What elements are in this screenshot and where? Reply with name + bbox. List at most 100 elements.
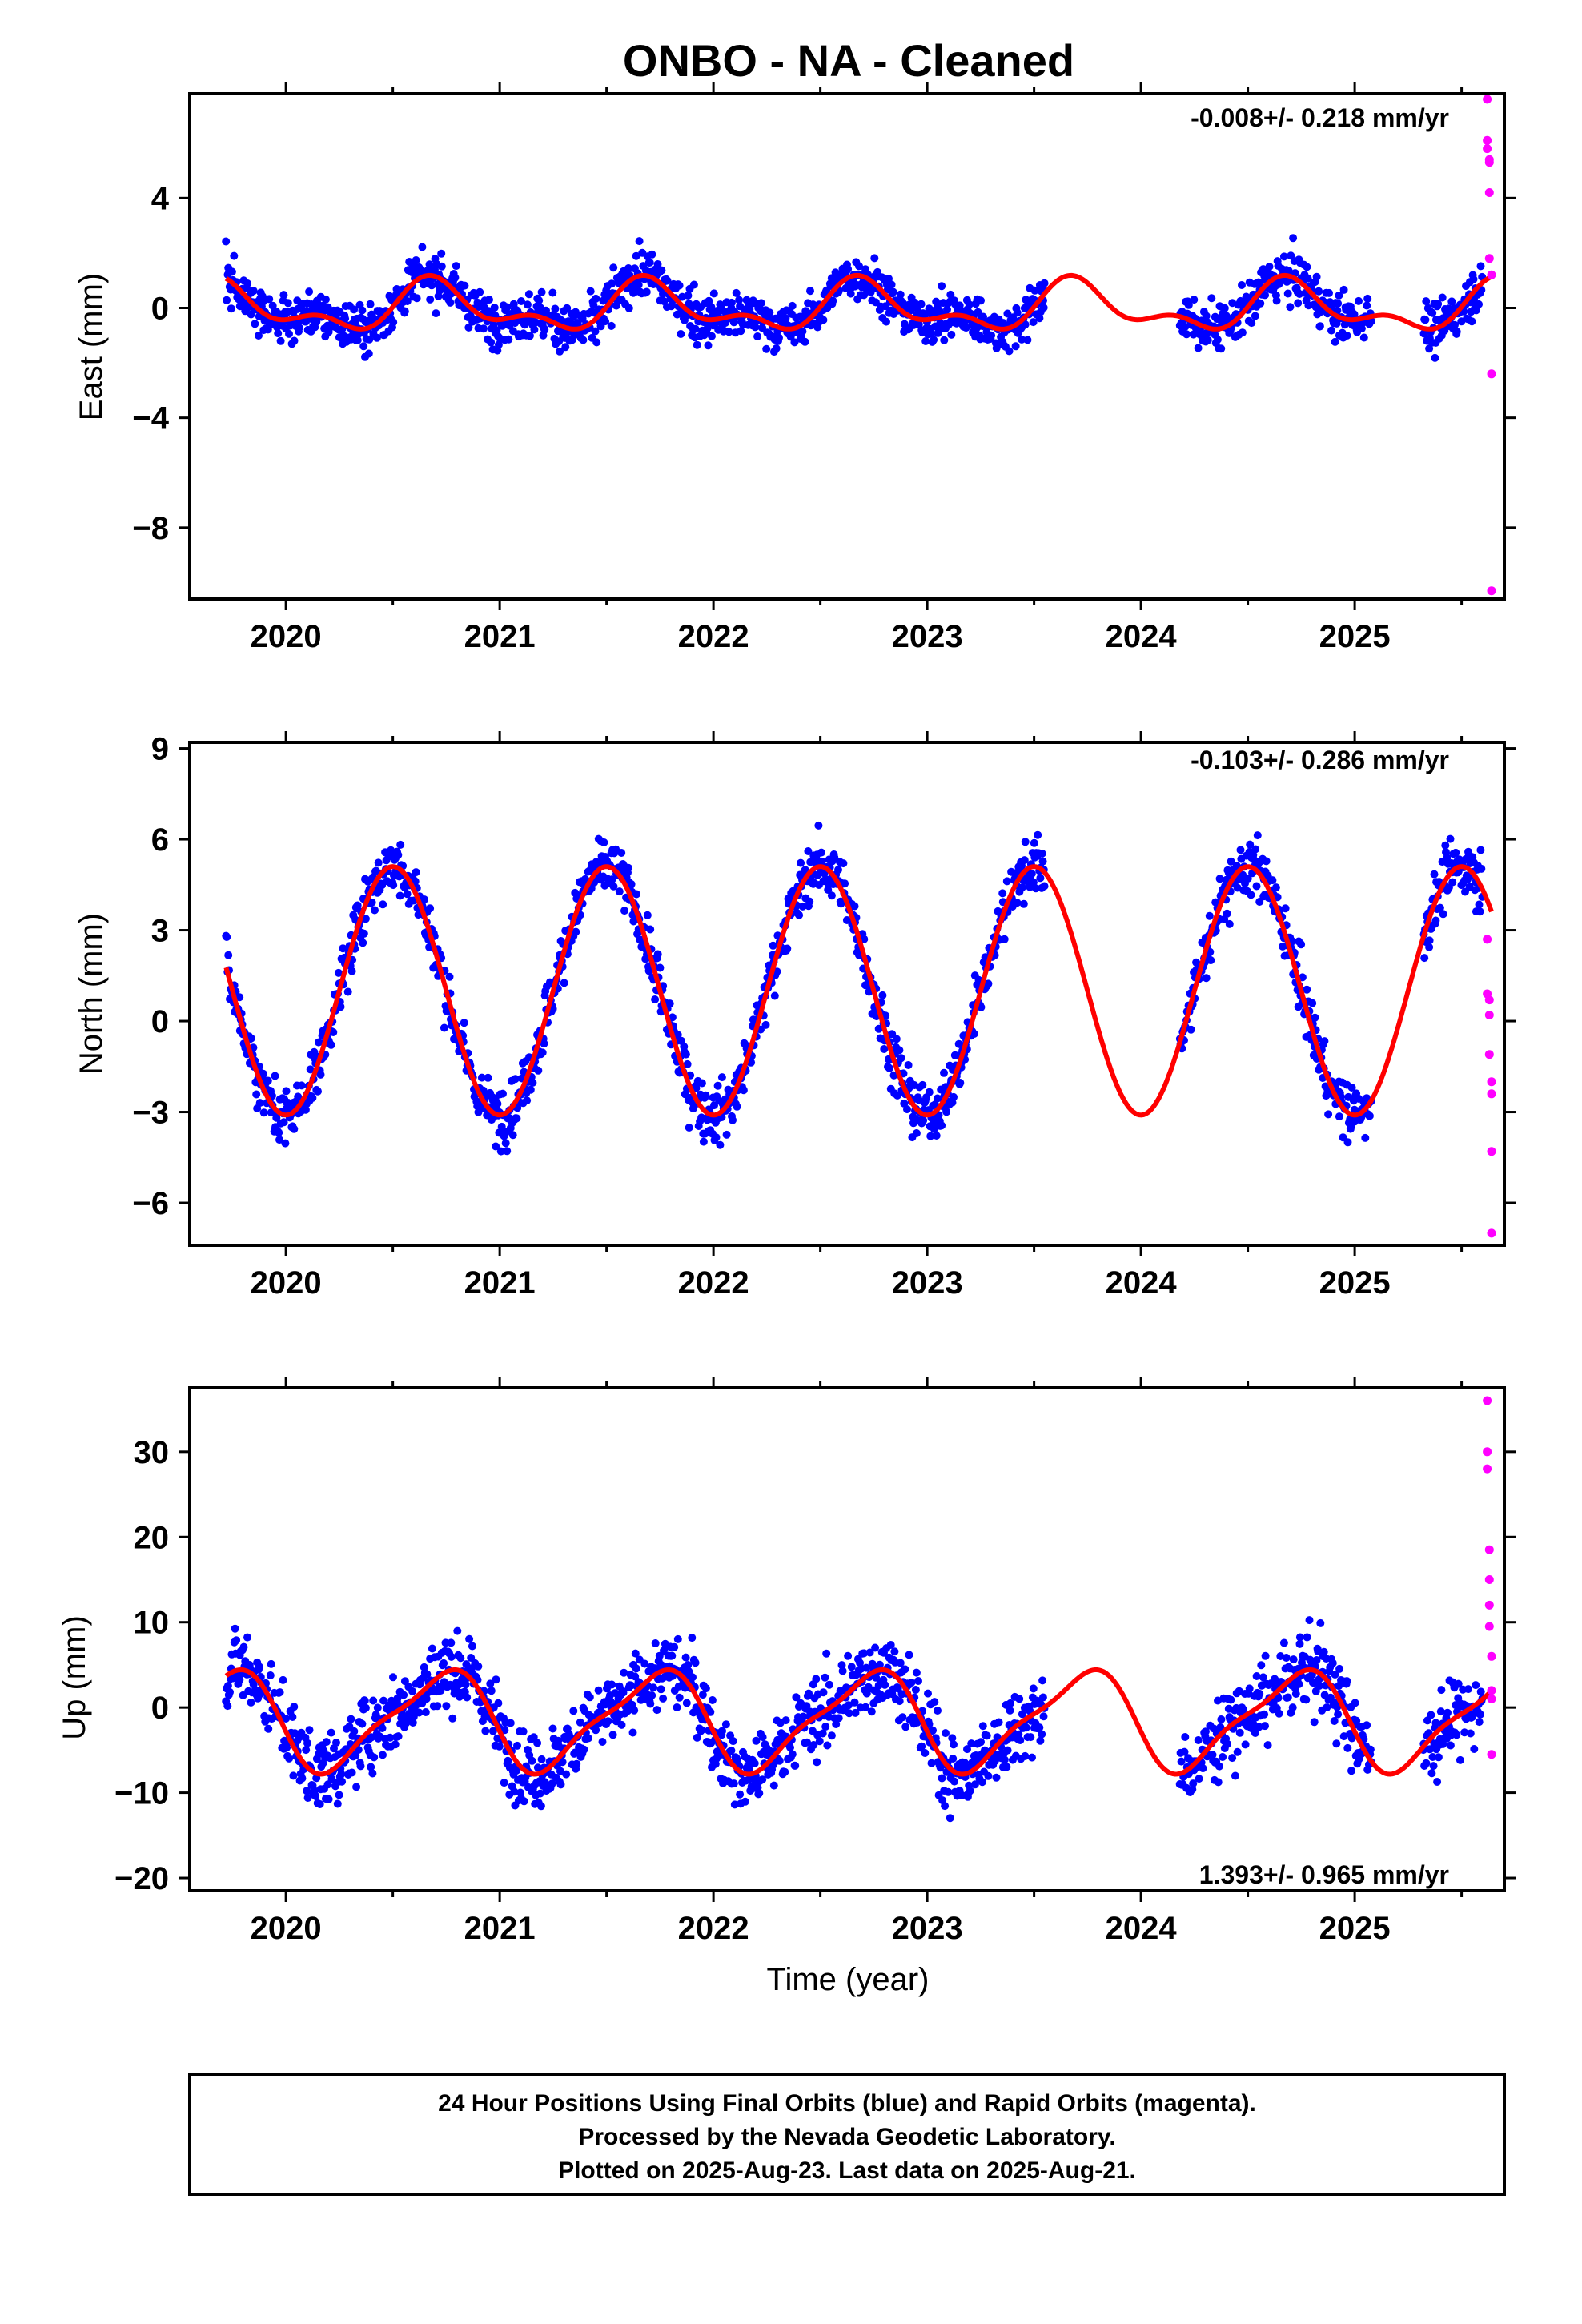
east-final-point — [1438, 293, 1447, 302]
up-final-point — [556, 1767, 564, 1775]
east-final-point — [366, 300, 375, 308]
north-final-point — [1186, 1025, 1195, 1034]
up-final-point — [548, 1724, 557, 1733]
up-final-point — [970, 1780, 979, 1789]
east-final-point — [1343, 332, 1351, 340]
east-xtick-label: 2020 — [251, 619, 322, 654]
up-final-point — [851, 1708, 860, 1717]
up-rapid-point — [1483, 1396, 1492, 1405]
up-final-point — [290, 1703, 299, 1711]
footer-line-3: Plotted on 2025-Aug-23. Last data on 202… — [558, 2157, 1136, 2184]
up-final-point — [982, 1731, 991, 1740]
east-final-point — [844, 265, 853, 273]
up-final-point — [905, 1651, 913, 1659]
north-final-point — [1420, 954, 1429, 963]
up-final-point — [1288, 1703, 1297, 1712]
north-final-point — [1253, 831, 1262, 840]
up-final-point — [239, 1642, 248, 1651]
up-xtick-label: 2024 — [1106, 1911, 1178, 1946]
east-final-point — [403, 297, 412, 305]
east-final-point — [896, 290, 905, 299]
east-final-point — [930, 336, 938, 344]
up-final-point — [871, 1643, 880, 1652]
east-final-point — [283, 299, 292, 308]
north-final-point — [1476, 907, 1484, 916]
up-xtick-label: 2020 — [251, 1911, 322, 1946]
east-ytick-label: −4 — [132, 401, 169, 436]
east-final-point — [530, 325, 539, 334]
up-final-point — [1427, 1711, 1435, 1719]
up-final-point — [1235, 1728, 1244, 1737]
east-final-point — [673, 310, 681, 319]
north-final-point — [632, 890, 640, 899]
north-final-point — [729, 1116, 737, 1124]
east-final-point — [227, 304, 235, 313]
east-final-point — [885, 275, 893, 283]
east-final-point — [1451, 320, 1459, 329]
up-final-point — [556, 1780, 565, 1789]
up-final-point — [1026, 1733, 1035, 1742]
north-final-point — [275, 1136, 283, 1144]
up-final-point — [850, 1698, 859, 1707]
up-rapid-point — [1484, 1622, 1494, 1631]
east-final-point — [586, 287, 595, 296]
east-final-point — [268, 301, 277, 310]
up-final-point — [736, 1790, 745, 1799]
up-final-point — [558, 1758, 567, 1767]
up-final-point — [391, 1740, 400, 1749]
north-final-point — [511, 1075, 520, 1084]
east-final-point — [917, 300, 926, 308]
up-final-point — [370, 1753, 379, 1762]
east-final-point — [1194, 344, 1203, 352]
up-final-point — [881, 1680, 889, 1689]
east-final-point — [1279, 252, 1288, 261]
north-final-point — [892, 1035, 901, 1043]
up-final-point — [285, 1754, 294, 1763]
north-final-point — [722, 1130, 731, 1139]
up-rapid-point — [1483, 1464, 1492, 1474]
east-ylabel: East (mm) — [74, 273, 109, 420]
north-final-point — [1271, 883, 1280, 892]
east-final-point — [418, 243, 427, 251]
north-final-point — [897, 1054, 905, 1063]
east-final-point — [1021, 320, 1030, 329]
up-final-point — [872, 1673, 881, 1682]
up-final-point — [1215, 1762, 1223, 1771]
east-final-point — [798, 327, 807, 336]
up-final-point — [963, 1745, 971, 1754]
up-final-point — [821, 1723, 830, 1731]
north-final-point — [830, 853, 839, 862]
north-final-point — [1311, 1013, 1319, 1022]
east-final-point — [1335, 291, 1343, 300]
up-final-point — [1260, 1710, 1269, 1719]
north-final-point — [1303, 985, 1311, 994]
up-final-point — [966, 1787, 974, 1795]
up-final-point — [788, 1750, 797, 1759]
north-final-point — [259, 1069, 267, 1078]
up-final-point — [305, 1726, 314, 1735]
east-final-point — [446, 298, 455, 307]
up-final-point — [394, 1732, 403, 1741]
up-final-point — [1314, 1647, 1323, 1655]
up-final-point — [1279, 1638, 1288, 1647]
up-final-point — [1261, 1651, 1270, 1660]
up-final-point — [682, 1699, 691, 1707]
up-final-point — [266, 1671, 275, 1679]
up-final-point — [302, 1746, 311, 1755]
up-final-point — [428, 1644, 436, 1653]
up-final-point — [907, 1679, 916, 1687]
north-final-point — [739, 1086, 748, 1095]
up-final-point — [950, 1777, 958, 1786]
up-final-point — [1006, 1706, 1014, 1715]
east-final-point — [1327, 326, 1335, 335]
north-final-point — [1430, 870, 1439, 879]
north-final-point — [301, 1105, 310, 1114]
up-final-point — [1231, 1771, 1239, 1780]
up-final-point — [1199, 1764, 1207, 1773]
north-final-point — [919, 1116, 928, 1125]
up-final-point — [1303, 1633, 1311, 1642]
up-final-point — [1312, 1656, 1321, 1664]
north-final-point — [343, 987, 352, 996]
east-final-point — [1040, 279, 1049, 287]
up-final-point — [1259, 1673, 1267, 1682]
